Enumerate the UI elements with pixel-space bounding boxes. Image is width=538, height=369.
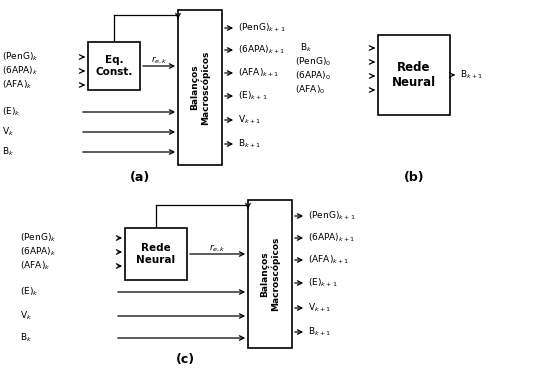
Text: $r_{e,k}$: $r_{e,k}$ xyxy=(151,54,167,66)
Text: (E)$_k$: (E)$_k$ xyxy=(20,286,39,298)
Text: V$_k$: V$_k$ xyxy=(20,310,32,322)
Text: (AFA)$_0$: (AFA)$_0$ xyxy=(295,84,325,96)
Text: (6APA)$_{k+1}$: (6APA)$_{k+1}$ xyxy=(238,44,286,56)
Text: V$_k$: V$_k$ xyxy=(2,126,14,138)
Text: V$_{k+1}$: V$_{k+1}$ xyxy=(308,302,331,314)
Text: $r_{e,k}$: $r_{e,k}$ xyxy=(209,242,225,254)
Text: B$_{k+1}$: B$_{k+1}$ xyxy=(308,326,331,338)
Bar xyxy=(248,200,292,348)
Text: V$_{k+1}$: V$_{k+1}$ xyxy=(238,114,261,126)
Text: Balanços
Macroscópicos: Balanços Macroscópicos xyxy=(190,50,210,125)
Text: B$_k$: B$_k$ xyxy=(300,42,312,54)
Text: (6APA)$_k$: (6APA)$_k$ xyxy=(2,65,39,77)
Bar xyxy=(125,228,187,280)
Text: B$_{k+1}$: B$_{k+1}$ xyxy=(238,138,261,150)
Text: (a): (a) xyxy=(130,172,150,184)
Text: (PenG)$_{k+1}$: (PenG)$_{k+1}$ xyxy=(238,22,286,34)
Text: (b): (b) xyxy=(404,172,424,184)
Text: (E)$_{k+1}$: (E)$_{k+1}$ xyxy=(308,277,338,289)
Text: B$_{k+1}$: B$_{k+1}$ xyxy=(460,69,483,81)
Text: Rede
Neural: Rede Neural xyxy=(392,61,436,89)
Text: B$_k$: B$_k$ xyxy=(2,146,14,158)
Text: (PenG)$_0$: (PenG)$_0$ xyxy=(295,56,331,68)
Text: (AFA)$_{k+1}$: (AFA)$_{k+1}$ xyxy=(238,67,279,79)
Text: (AFA)$_k$: (AFA)$_k$ xyxy=(2,79,32,91)
Text: Eq.
Const.: Eq. Const. xyxy=(95,55,133,77)
Text: (PenG)$_k$: (PenG)$_k$ xyxy=(2,51,39,63)
Text: (PenG)$_{k+1}$: (PenG)$_{k+1}$ xyxy=(308,210,356,222)
Bar xyxy=(178,10,222,165)
Text: (AFA)$_{k+1}$: (AFA)$_{k+1}$ xyxy=(308,254,350,266)
Bar xyxy=(378,35,450,115)
Text: (AFA)$_k$: (AFA)$_k$ xyxy=(20,260,51,272)
Bar xyxy=(88,42,140,90)
Text: (E)$_k$: (E)$_k$ xyxy=(2,106,20,118)
Text: B$_k$: B$_k$ xyxy=(20,332,32,344)
Text: (E)$_{k+1}$: (E)$_{k+1}$ xyxy=(238,90,268,102)
Text: (PenG)$_k$: (PenG)$_k$ xyxy=(20,232,56,244)
Text: (6APA)$_k$: (6APA)$_k$ xyxy=(20,246,56,258)
Text: Balanços
Macroscópicos: Balanços Macroscópicos xyxy=(260,237,280,311)
Text: (c): (c) xyxy=(175,354,195,366)
Text: (6APA)$_0$: (6APA)$_0$ xyxy=(295,70,331,82)
Text: (6APA)$_{k+1}$: (6APA)$_{k+1}$ xyxy=(308,232,356,244)
Text: Rede
Neural: Rede Neural xyxy=(137,243,175,265)
